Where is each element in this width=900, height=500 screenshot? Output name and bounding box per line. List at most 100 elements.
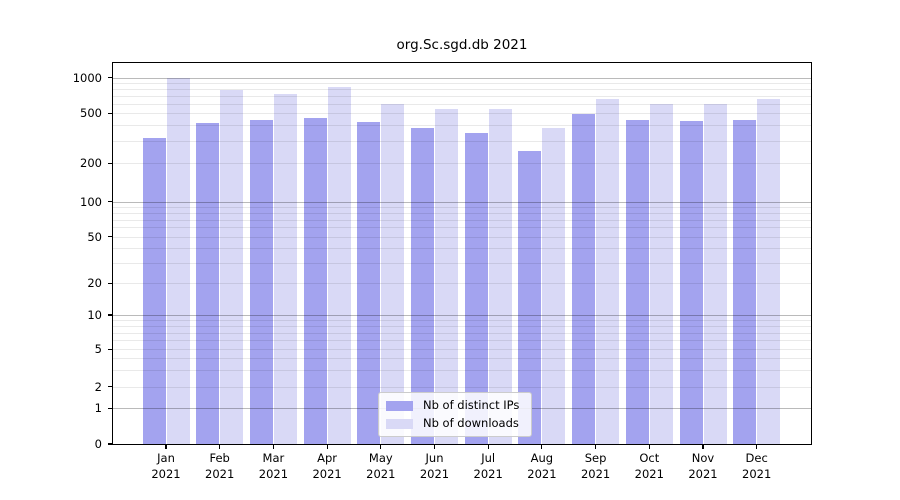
gridline-minor [113,262,811,264]
bar-downloads [703,103,727,444]
y-tick-label: 200 [80,156,102,171]
legend-label-downloads: Nb of downloads [423,416,519,430]
gridline-minor [113,283,811,285]
x-tick-year: 2021 [580,466,611,481]
y-tick-mark [107,162,112,164]
bar-downloads [381,103,405,444]
y-tick-label: 5 [94,342,102,357]
x-tick-year: 2021 [473,466,503,481]
y-tick-mark [107,77,112,79]
legend-label-distinct-ips: Nb of distinct IPs [423,398,520,412]
bar-distinct-ips [303,118,327,444]
gridline-minor [113,163,811,165]
bar-downloads [542,128,566,444]
x-tick-mark [702,444,704,449]
y-tick-label: 2 [94,379,102,394]
bar-distinct-ips [196,123,220,444]
y-tick-label: 100 [80,194,102,209]
bar-distinct-ips [679,120,703,444]
x-tick-year: 2021 [258,466,289,481]
bar-downloads [273,94,297,444]
y-tick-mark [107,443,112,445]
x-tick-year: 2021 [742,466,772,481]
x-tick-year: 2021 [688,466,718,481]
gridline-minor [113,89,811,91]
gridline-minor [113,125,811,127]
gridline-minor [113,96,811,98]
x-tick-label: Apr 2021 [297,451,357,482]
bar-downloads [327,87,351,444]
gridline-minor [113,386,811,388]
x-tick-year: 2021 [312,466,342,481]
x-tick-label: May 2021 [351,451,411,482]
x-tick-year: 2021 [151,466,181,481]
x-tick-label: Dec 2021 [727,451,787,482]
legend: Nb of distinct IPs Nb of downloads [378,392,533,437]
bar-distinct-ips [142,137,166,444]
x-tick-mark [326,444,328,449]
bar-downloads [488,109,512,444]
x-tick-label: Sep 2021 [566,451,626,482]
gridline-minor [113,207,811,209]
bar-distinct-ips [518,151,542,444]
x-tick-mark [487,444,489,449]
gridline-minor [113,320,811,322]
y-tick-label: 50 [87,229,102,244]
x-tick-mark [756,444,758,449]
gridline-minor [113,219,811,221]
x-tick-mark [165,444,167,449]
x-tick-label: Jan 2021 [136,451,196,482]
gridline-major [113,201,811,203]
bar-distinct-ips [733,120,757,444]
x-tick-label: Jun 2021 [405,451,465,482]
bar-distinct-ips [357,121,381,444]
legend-swatch-distinct-ips [386,400,413,411]
y-tick-mark [107,386,112,388]
gridline-minor [113,236,811,238]
y-tick-label: 1000 [72,70,102,85]
bar-distinct-ips [249,119,273,444]
plot-area [113,63,811,444]
gridline-minor [113,103,811,105]
gridline-minor [113,113,811,115]
gridline-minor [113,326,811,328]
bar-downloads [166,77,190,444]
bar-downloads [649,104,673,444]
y-tick-mark [107,282,112,284]
x-tick-mark [219,444,221,449]
x-tick-year: 2021 [419,466,450,481]
x-tick-year: 2021 [634,466,664,481]
x-tick-label: Aug 2021 [512,451,572,482]
y-tick-mark [107,348,112,350]
gridline-minor [113,358,811,360]
y-tick-label: 500 [80,106,102,121]
gridline-minor [113,349,811,351]
legend-swatch-downloads [386,418,413,429]
x-tick-mark [595,444,597,449]
gridline-minor [113,248,811,250]
x-tick-mark [272,444,274,449]
x-tick-mark [433,444,436,449]
y-tick-mark [107,201,112,203]
bar-distinct-ips [572,114,596,444]
y-tick-label: 0 [94,437,102,451]
y-tick-mark [107,236,112,238]
gridline-major [113,315,811,316]
bar-distinct-ips [411,128,434,444]
x-tick-year: 2021 [366,466,396,481]
bar-downloads [757,98,781,444]
x-tick-label: Oct 2021 [619,451,679,482]
x-tick-label: Mar 2021 [243,451,303,482]
gridline-minor [113,227,811,229]
chart-title: org.Sc.sgd.db 2021 [396,37,528,53]
gridline-minor [113,212,811,214]
x-tick-label: Nov 2021 [673,451,733,482]
bar-distinct-ips [464,132,488,444]
bar-distinct-ips [625,120,649,444]
x-tick-mark [648,444,650,449]
y-tick-mark [107,407,112,409]
bar-downloads [220,89,244,444]
y-tick-label: 10 [87,308,102,322]
x-tick-mark [380,444,382,449]
